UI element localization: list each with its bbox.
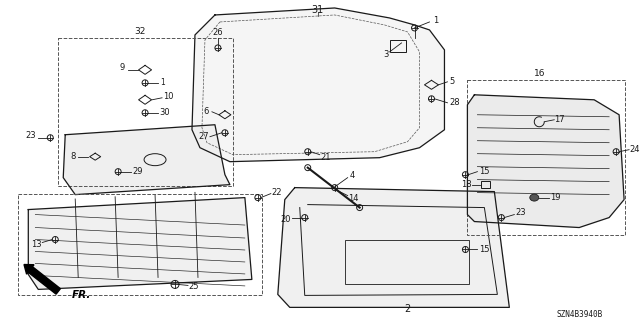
Text: 15: 15 <box>479 245 490 254</box>
Text: 1: 1 <box>161 78 165 87</box>
Text: 22: 22 <box>271 188 282 197</box>
Text: 30: 30 <box>160 108 170 117</box>
Text: 25: 25 <box>189 282 199 291</box>
Text: 14: 14 <box>348 194 359 203</box>
Text: FR.: FR. <box>72 290 92 300</box>
Text: 2: 2 <box>404 304 411 314</box>
Text: 23: 23 <box>25 131 36 140</box>
Text: 9: 9 <box>120 63 125 72</box>
Text: SZN4B3940B: SZN4B3940B <box>556 310 602 319</box>
Ellipse shape <box>530 194 539 201</box>
Text: 3: 3 <box>383 50 388 60</box>
Text: 4: 4 <box>350 171 355 180</box>
Text: 13: 13 <box>31 240 42 249</box>
Text: 5: 5 <box>450 77 455 86</box>
Text: 27: 27 <box>198 132 209 141</box>
Polygon shape <box>278 188 509 308</box>
FancyArrow shape <box>24 265 60 294</box>
Polygon shape <box>28 197 252 289</box>
Text: 8: 8 <box>70 152 76 161</box>
Polygon shape <box>63 125 230 195</box>
Text: 26: 26 <box>212 28 223 37</box>
Polygon shape <box>192 8 444 162</box>
Text: 29: 29 <box>133 167 143 176</box>
Text: 18: 18 <box>461 180 472 189</box>
Text: 19: 19 <box>550 193 561 202</box>
Text: 28: 28 <box>449 98 460 107</box>
Bar <box>390 40 406 52</box>
Polygon shape <box>467 95 624 228</box>
Bar <box>481 181 490 188</box>
Text: 17: 17 <box>554 115 564 124</box>
Text: 23: 23 <box>515 208 525 217</box>
Text: 16: 16 <box>534 69 545 78</box>
Text: 20: 20 <box>280 215 291 224</box>
Text: 31: 31 <box>312 5 324 15</box>
Text: 15: 15 <box>479 167 490 176</box>
Text: 32: 32 <box>134 28 146 36</box>
Text: 10: 10 <box>163 92 173 101</box>
Text: 1: 1 <box>433 16 438 26</box>
Text: 21: 21 <box>321 153 331 162</box>
Text: 24: 24 <box>630 145 640 154</box>
Bar <box>345 239 469 284</box>
Text: 6: 6 <box>204 107 209 116</box>
